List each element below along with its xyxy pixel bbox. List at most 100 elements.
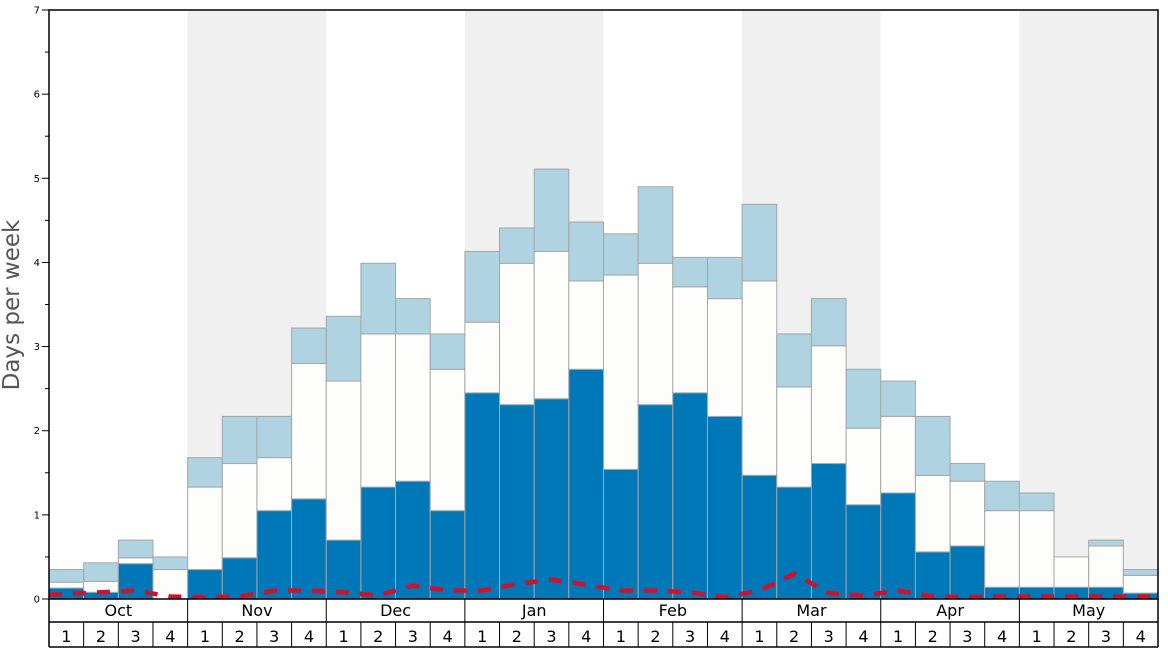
y-tick-label: 1 xyxy=(34,510,40,521)
bar-segment xyxy=(810,345,847,465)
bar-segment xyxy=(187,569,223,600)
month-label: Apr xyxy=(936,601,964,620)
bar-segment xyxy=(291,327,327,364)
x-axis: Oct Nov Dec Jan Feb Mar Apr May 1 2 3 4 1 2 3 4 1 2 3 4 1 2 3 4… xyxy=(48,599,1159,648)
week-label: 2 xyxy=(928,627,938,646)
bar-segment xyxy=(776,386,812,488)
y-tick-label: 2 xyxy=(34,426,40,437)
week-label: 1 xyxy=(477,627,487,646)
bar-segment xyxy=(568,280,604,370)
bar-segment xyxy=(568,368,604,600)
bar-segment xyxy=(672,256,708,288)
month-label: Feb xyxy=(659,601,687,620)
y-tick-label: 7 xyxy=(34,6,40,17)
bar-segment xyxy=(1122,574,1159,594)
bar-segment xyxy=(880,492,916,600)
bar-segment xyxy=(117,539,154,559)
bar-segment xyxy=(637,404,674,600)
week-label: 3 xyxy=(131,627,141,646)
bar-segment xyxy=(603,233,639,276)
bar-segment xyxy=(533,250,570,400)
week-label: 1 xyxy=(200,627,210,646)
week-label: 2 xyxy=(650,627,660,646)
bar-segment xyxy=(603,468,639,600)
bar-segment xyxy=(533,398,570,600)
week-label: 2 xyxy=(235,627,245,646)
y-tick-label: 5 xyxy=(34,174,40,185)
week-label: 3 xyxy=(546,627,556,646)
bar-segment xyxy=(741,280,778,476)
bar-segment xyxy=(1088,545,1124,588)
bar-segment xyxy=(48,581,85,589)
week-label: 2 xyxy=(1066,627,1076,646)
bar-segment xyxy=(845,368,882,429)
bar-segment xyxy=(221,415,258,465)
bar-segment xyxy=(880,415,916,494)
y-tick-label: 6 xyxy=(34,90,40,101)
y-axis: 0 1 2 3 4 5 6 7 xyxy=(34,6,49,606)
bar-segment xyxy=(637,186,674,264)
bar-segment xyxy=(360,262,397,335)
bar-segment xyxy=(499,262,535,406)
bar-segment xyxy=(291,498,327,600)
month-label: Oct xyxy=(104,601,132,620)
bar-segment xyxy=(706,298,743,417)
week-label: 3 xyxy=(408,627,418,646)
y-tick-label: 3 xyxy=(34,342,40,353)
bar-segment xyxy=(672,286,708,394)
week-label: 1 xyxy=(893,627,903,646)
bar-segment xyxy=(845,504,882,600)
week-label: 1 xyxy=(338,627,348,646)
week-label: 3 xyxy=(824,627,834,646)
week-label: 3 xyxy=(269,627,279,646)
bar-segment xyxy=(395,333,431,482)
month-label: Mar xyxy=(796,601,827,620)
bar-segment xyxy=(741,474,778,600)
bar-segment xyxy=(1122,569,1159,576)
bar-segment xyxy=(187,457,223,488)
week-label: 3 xyxy=(685,627,695,646)
bar-segment xyxy=(845,427,882,506)
bar-segment xyxy=(48,569,85,583)
bar-segment xyxy=(325,380,362,541)
week-label: 1 xyxy=(61,627,71,646)
bar-segment xyxy=(914,415,951,476)
bar-segment xyxy=(187,486,223,571)
week-label: 4 xyxy=(581,627,591,646)
bar-segment xyxy=(984,510,1020,588)
bar-segment xyxy=(776,333,812,388)
bars-layer xyxy=(48,168,1159,600)
bar-segment xyxy=(810,463,847,600)
bar-segment xyxy=(949,480,986,547)
bar-segment xyxy=(1053,556,1090,588)
bar-segment xyxy=(325,315,362,382)
y-tick-label: 0 xyxy=(34,595,40,606)
bar-segment xyxy=(464,321,501,394)
week-label: 4 xyxy=(858,627,868,646)
month-label: Dec xyxy=(380,601,411,620)
bar-segment xyxy=(221,463,258,559)
week-label: 1 xyxy=(616,627,626,646)
bar-segment xyxy=(464,392,501,600)
week-label: 4 xyxy=(720,627,730,646)
week-label: 3 xyxy=(1101,627,1111,646)
bar-segment xyxy=(810,298,847,347)
week-label: 2 xyxy=(373,627,383,646)
bar-segment xyxy=(429,333,466,370)
bar-segment xyxy=(914,551,951,600)
bar-segment xyxy=(429,368,466,512)
week-label: 4 xyxy=(165,627,175,646)
week-label: 4 xyxy=(1136,627,1146,646)
week-label: 4 xyxy=(442,627,452,646)
bar-segment xyxy=(637,262,674,406)
bar-segment xyxy=(603,274,639,470)
bar-segment xyxy=(949,463,986,482)
week-label: 2 xyxy=(512,627,522,646)
bar-segment xyxy=(360,333,397,488)
line-layer xyxy=(48,571,1158,600)
bar-segment xyxy=(533,168,570,252)
bar-segment xyxy=(117,557,154,565)
month-label: May xyxy=(1072,601,1105,620)
